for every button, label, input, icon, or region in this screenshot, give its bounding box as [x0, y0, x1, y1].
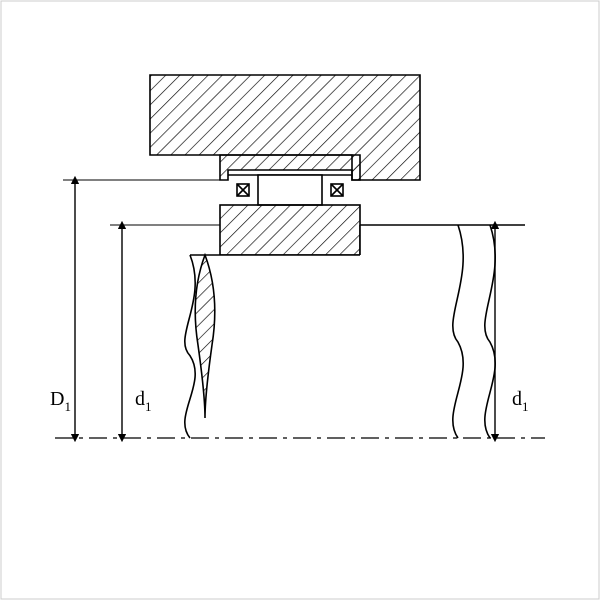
dimension-label: D1: [50, 388, 71, 414]
inner-ring-section: [220, 205, 360, 255]
roller: [258, 175, 322, 205]
bearing-cross-section: D1d1d1: [0, 0, 600, 600]
dimension-label: d1: [135, 388, 152, 414]
